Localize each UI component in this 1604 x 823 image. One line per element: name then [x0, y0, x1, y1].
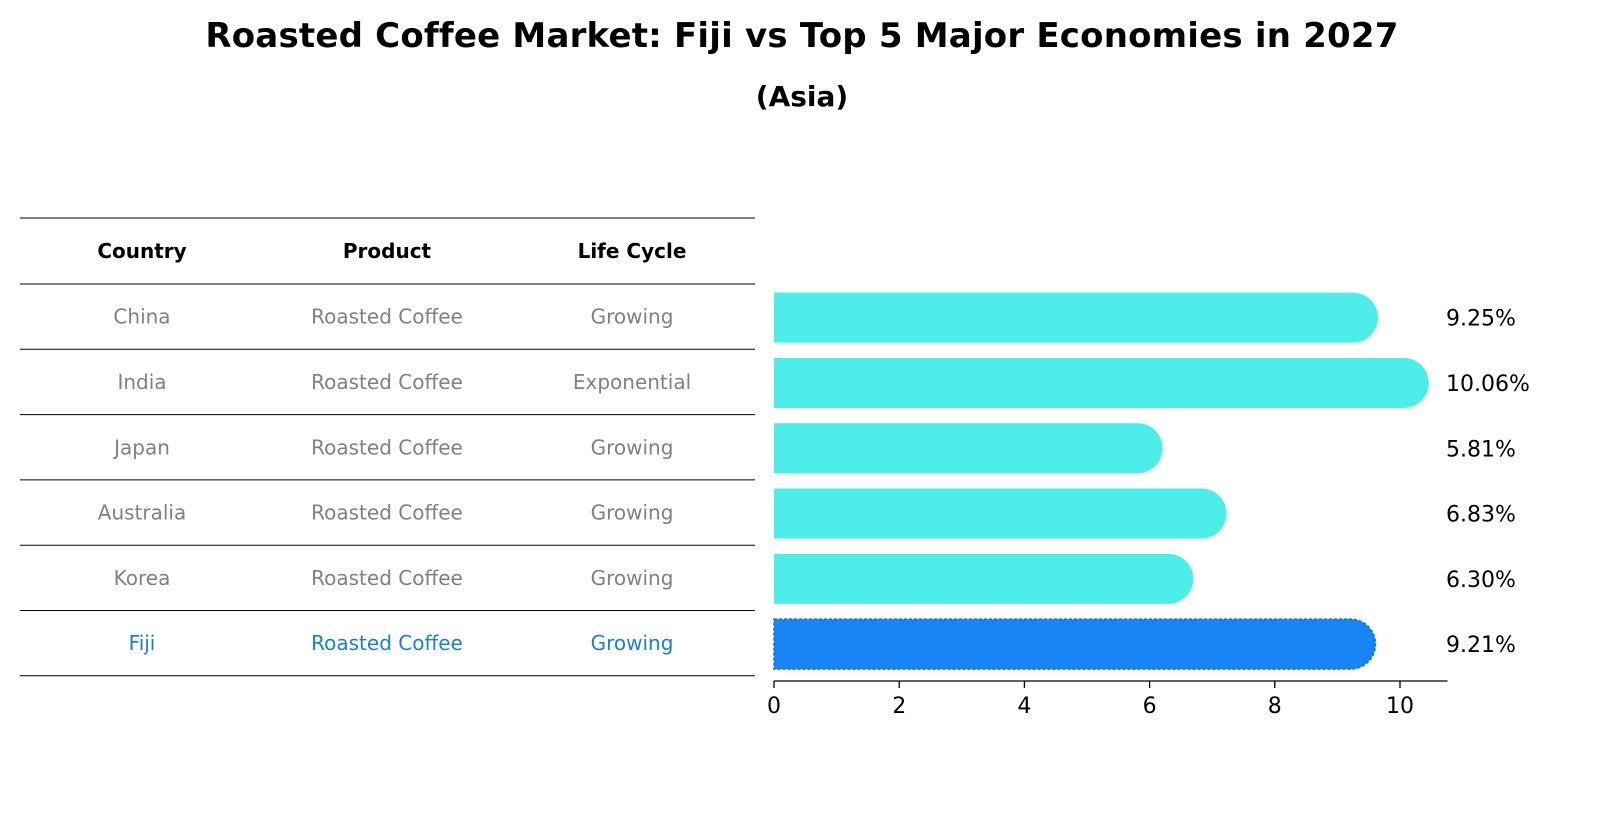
value-label-australia: 6.83% [1446, 503, 1516, 528]
bar-japan [774, 423, 1163, 474]
table-cell-0-0: China [113, 305, 170, 329]
x-axis: 0 2 4 6 8 10 [767, 680, 1448, 719]
x-tick-label-3: 6 [1143, 694, 1157, 719]
table-cell-3-2: Growing [591, 501, 674, 525]
x-tick-label-1: 2 [892, 694, 906, 719]
table-cell-4-2: Growing [591, 566, 674, 590]
x-tick-label-4: 8 [1268, 694, 1282, 719]
table-cell-5-1: Roasted Coffee [311, 631, 463, 655]
bar-india [774, 357, 1429, 408]
value-label-china: 9.25% [1446, 307, 1516, 332]
table-cell-1-2: Exponential [573, 370, 691, 394]
table-cell-1-1: Roasted Coffee [311, 370, 463, 394]
table-cell-5-2: Growing [591, 631, 674, 655]
table-header-1: Product [343, 239, 432, 263]
x-tick-label-0: 0 [767, 694, 781, 719]
table-cell-2-1: Roasted Coffee [311, 435, 463, 459]
x-tick-label-5: 10 [1386, 694, 1414, 719]
table-cell-0-2: Growing [591, 305, 674, 329]
chart-subtitle: (Asia) [755, 80, 849, 113]
bar-australia [774, 488, 1227, 539]
table-header-0: Country [97, 239, 186, 263]
table-cell-4-1: Roasted Coffee [311, 566, 463, 590]
bar-plot: 9.25% 10.06% 5.81% 6.83% 6.30% 9.21% [773, 292, 1530, 670]
data-table: Country Product Life Cycle China Roasted Cof… [20, 217, 755, 677]
chart-title: Roasted Coffee Market: Fiji vs Top 5 Maj… [205, 16, 1399, 56]
table-cell-3-1: Roasted Coffee [311, 501, 463, 525]
bar-china [774, 292, 1379, 343]
value-label-korea: 6.30% [1446, 568, 1516, 593]
table-cell-4-0: Korea [114, 566, 171, 590]
table-cell-3-0: Australia [98, 501, 186, 525]
value-label-india: 10.06% [1446, 372, 1530, 397]
bar-korea [774, 553, 1194, 604]
value-label-japan: 5.81% [1446, 437, 1516, 462]
table-cell-0-1: Roasted Coffee [311, 305, 463, 329]
table-cell-5-0: Fiji [129, 631, 156, 655]
bar-fiji [773, 618, 1377, 670]
value-label-fiji: 9.21% [1446, 633, 1516, 658]
table-cell-2-0: Japan [112, 435, 170, 459]
table-cell-1-0: India [117, 370, 166, 394]
x-tick-label-2: 4 [1017, 694, 1031, 719]
table-header-2: Life Cycle [578, 239, 687, 263]
table-cell-2-2: Growing [591, 435, 674, 459]
